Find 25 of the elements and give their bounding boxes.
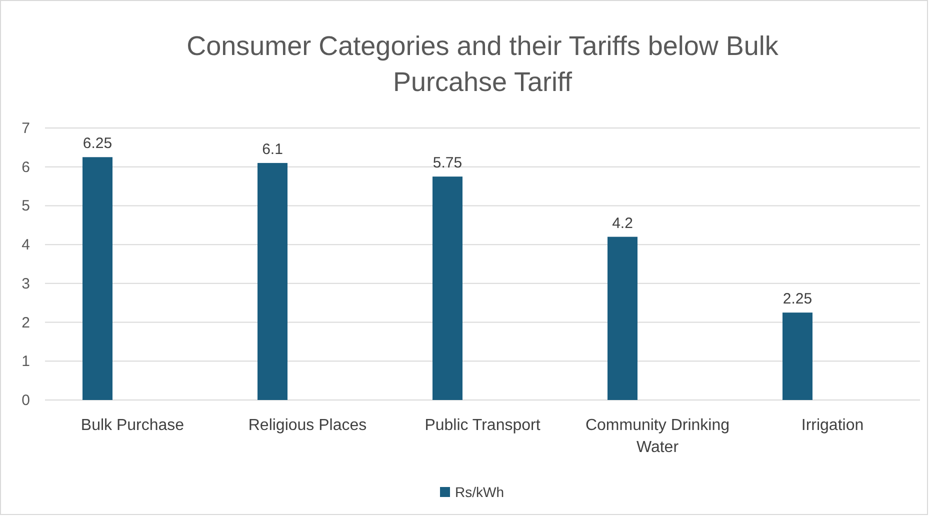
y-tick-label: 7 [22, 120, 30, 137]
y-tick-label: 0 [22, 392, 30, 409]
y-tick-label: 6 [22, 158, 30, 176]
legend-label: Rs/kWh [455, 484, 504, 500]
bar [258, 162, 288, 400]
data-label: 6.1 [262, 140, 283, 158]
y-tick-label: 1 [22, 353, 30, 370]
data-label: 4.2 [612, 214, 633, 232]
data-label: 2.25 [782, 290, 812, 308]
x-tick-label: Community Drinking Water [585, 417, 730, 456]
x-tick-label: Religious Places [248, 417, 367, 434]
y-tick-label: 5 [22, 198, 30, 215]
bar [432, 176, 462, 400]
data-label: 5.75 [432, 154, 462, 172]
bar [782, 312, 812, 400]
data-label: 6.25 [82, 135, 112, 152]
x-tick-label: Irrigation [801, 417, 864, 434]
x-tick-label: Public Transport [424, 417, 541, 434]
y-tick-label: 4 [22, 236, 30, 254]
bar [82, 157, 112, 400]
y-tick-label: 3 [22, 275, 30, 292]
x-tick-label: Bulk Purchase [80, 417, 184, 434]
y-tick-label: 2 [22, 314, 30, 332]
bar [608, 236, 638, 400]
chart-title: Consumer Categories and their Tariffs below Bulk Purcahse Tariff [186, 31, 779, 97]
